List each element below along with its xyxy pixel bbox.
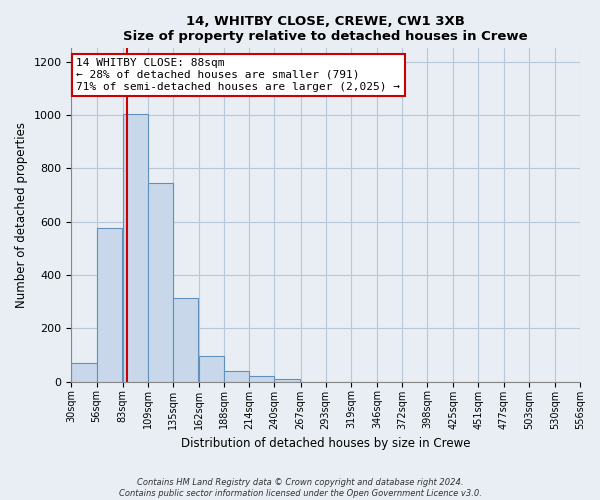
Title: 14, WHITBY CLOSE, CREWE, CW1 3XB
Size of property relative to detached houses in: 14, WHITBY CLOSE, CREWE, CW1 3XB Size of… (124, 15, 528, 43)
Y-axis label: Number of detached properties: Number of detached properties (15, 122, 28, 308)
Bar (199, 356, 224, 382)
Bar (71, 363, 97, 382)
Bar (224, 371, 250, 382)
Text: 14 WHITBY CLOSE: 88sqm
← 28% of detached houses are smaller (791)
71% of semi-de: 14 WHITBY CLOSE: 88sqm ← 28% of detached… (76, 58, 400, 92)
Text: Contains HM Land Registry data © Crown copyright and database right 2024.
Contai: Contains HM Land Registry data © Crown c… (119, 478, 481, 498)
Bar (274, 379, 299, 382)
Bar (250, 376, 274, 382)
X-axis label: Distribution of detached houses by size in Crewe: Distribution of detached houses by size … (181, 437, 470, 450)
Bar (173, 298, 198, 382)
Bar (122, 114, 148, 382)
Bar (148, 183, 173, 382)
Bar (97, 228, 122, 382)
